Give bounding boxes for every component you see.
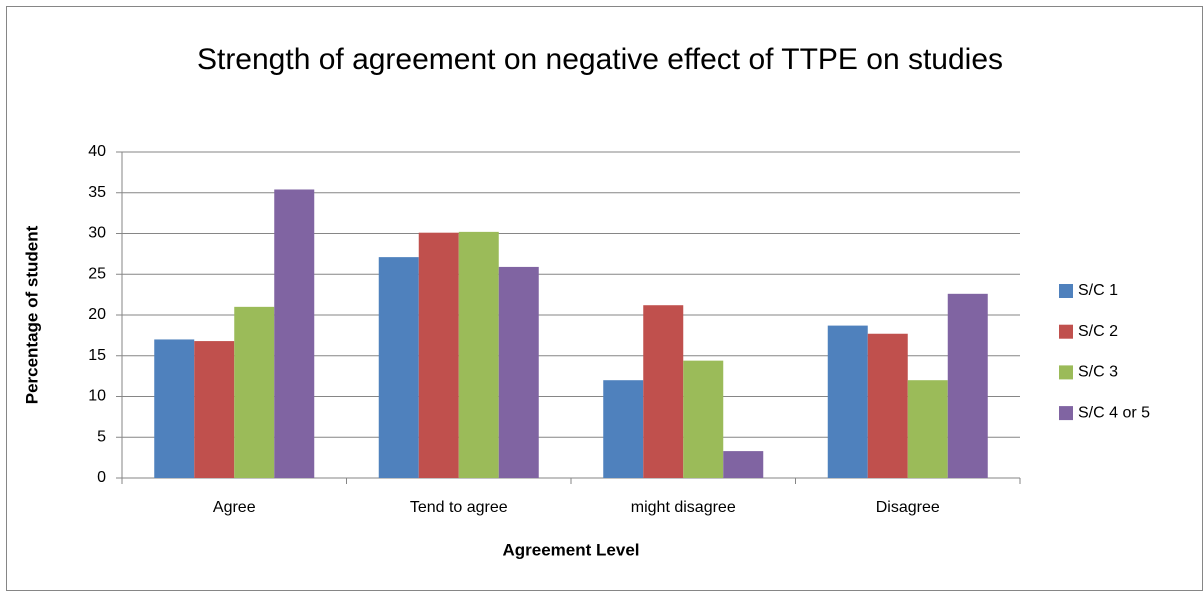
bar <box>723 451 764 478</box>
bar <box>418 232 459 478</box>
bar <box>234 306 275 478</box>
bar <box>867 333 908 478</box>
y-tick-label: 0 <box>97 469 106 486</box>
bar <box>154 339 195 478</box>
bar <box>458 231 499 478</box>
y-tick-label: 30 <box>88 225 106 242</box>
bar <box>907 380 948 478</box>
chart-border <box>6 6 1203 591</box>
y-tick-label: 5 <box>97 428 106 445</box>
x-tick-label: Tend to agree <box>410 499 508 516</box>
legend-label: S/C 2 <box>1078 323 1118 340</box>
y-tick-label: 20 <box>88 306 106 323</box>
y-tick-label: 25 <box>88 265 106 282</box>
legend-swatch <box>1059 365 1073 380</box>
x-axis-label: Agreement Level <box>503 540 640 559</box>
y-tick-label: 10 <box>88 388 106 405</box>
bar <box>194 341 235 478</box>
legend-swatch <box>1059 406 1073 421</box>
bar <box>274 189 315 479</box>
legend-label: S/C 4 or 5 <box>1078 404 1150 421</box>
chart-title: Strength of agreement on negative effect… <box>196 43 1004 76</box>
bar <box>643 305 684 478</box>
x-tick-label: Disagree <box>876 499 940 516</box>
y-tick-label: 35 <box>88 184 106 201</box>
y-tick-label: 15 <box>88 347 106 364</box>
bar <box>683 360 724 478</box>
x-tick-label: might disagree <box>631 499 736 516</box>
legend-label: S/C 3 <box>1078 364 1118 381</box>
bar <box>603 380 644 478</box>
bar <box>827 325 868 478</box>
y-tick-label: 40 <box>88 143 106 160</box>
bar <box>378 257 419 478</box>
bar <box>498 266 539 478</box>
x-tick-label: Agree <box>213 499 256 516</box>
legend-label: S/C 1 <box>1078 282 1118 299</box>
legend-swatch <box>1059 324 1073 339</box>
y-axis-label: Percentage of student <box>22 225 41 404</box>
legend-swatch <box>1059 284 1073 298</box>
bar <box>947 293 988 478</box>
